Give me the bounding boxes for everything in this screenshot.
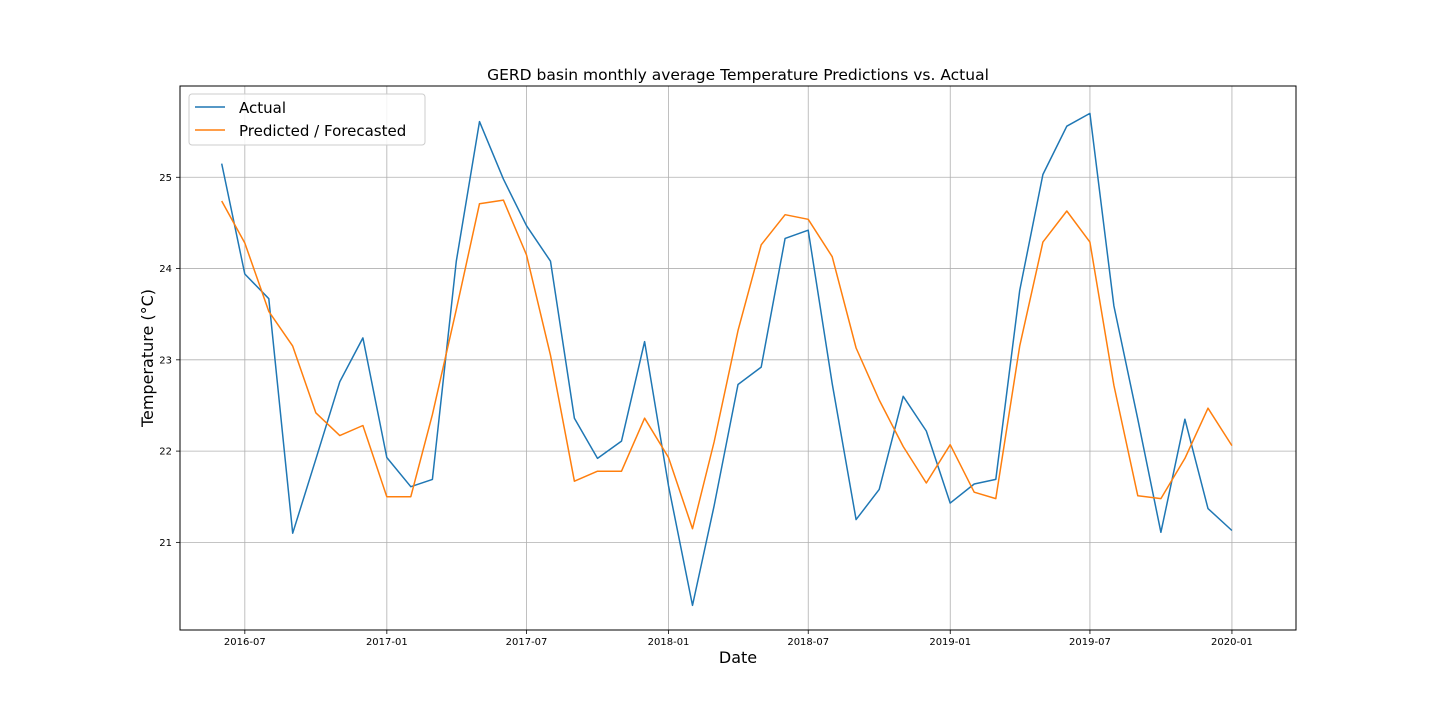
y-axis-title: Temperature (°C) — [138, 289, 157, 428]
x-tick-label: 2018-07 — [787, 637, 829, 648]
x-tick-label: 2016-07 — [224, 637, 266, 648]
y-tick-label: 21 — [159, 538, 172, 549]
series-line-actual — [220, 112, 1233, 607]
y-tick-label: 25 — [159, 173, 172, 184]
legend-label-actual: Actual — [239, 99, 286, 117]
legend-box — [188, 93, 426, 146]
x-tick-label: 2017-07 — [506, 637, 548, 648]
legend: Actual Predicted / Forecasted — [188, 93, 426, 146]
x-tick-label: 2020-01 — [1211, 637, 1253, 648]
x-tick-label: 2018-01 — [648, 637, 690, 648]
plot-frame — [179, 85, 1297, 631]
x-axis-title: Date — [719, 648, 757, 667]
x-tick-label: 2019-01 — [929, 637, 971, 648]
series-lines — [220, 112, 1233, 607]
x-tick-label: 2019-07 — [1069, 637, 1111, 648]
x-tick-label: 2017-01 — [366, 637, 408, 648]
y-tick-label: 24 — [159, 264, 172, 275]
grid — [180, 86, 1296, 630]
y-tick-label: 23 — [159, 355, 172, 366]
y-tick-label: 22 — [159, 447, 172, 458]
chart-title: GERD basin monthly average Temperature P… — [487, 66, 989, 84]
legend-label-predicted: Predicted / Forecasted — [239, 122, 406, 140]
axis-ticks: 2016-07 2017-01 2017-07 2018-01 2018-07 2019-… — [159, 173, 1253, 648]
series-line-predicted-forecasted — [221, 199, 1233, 530]
